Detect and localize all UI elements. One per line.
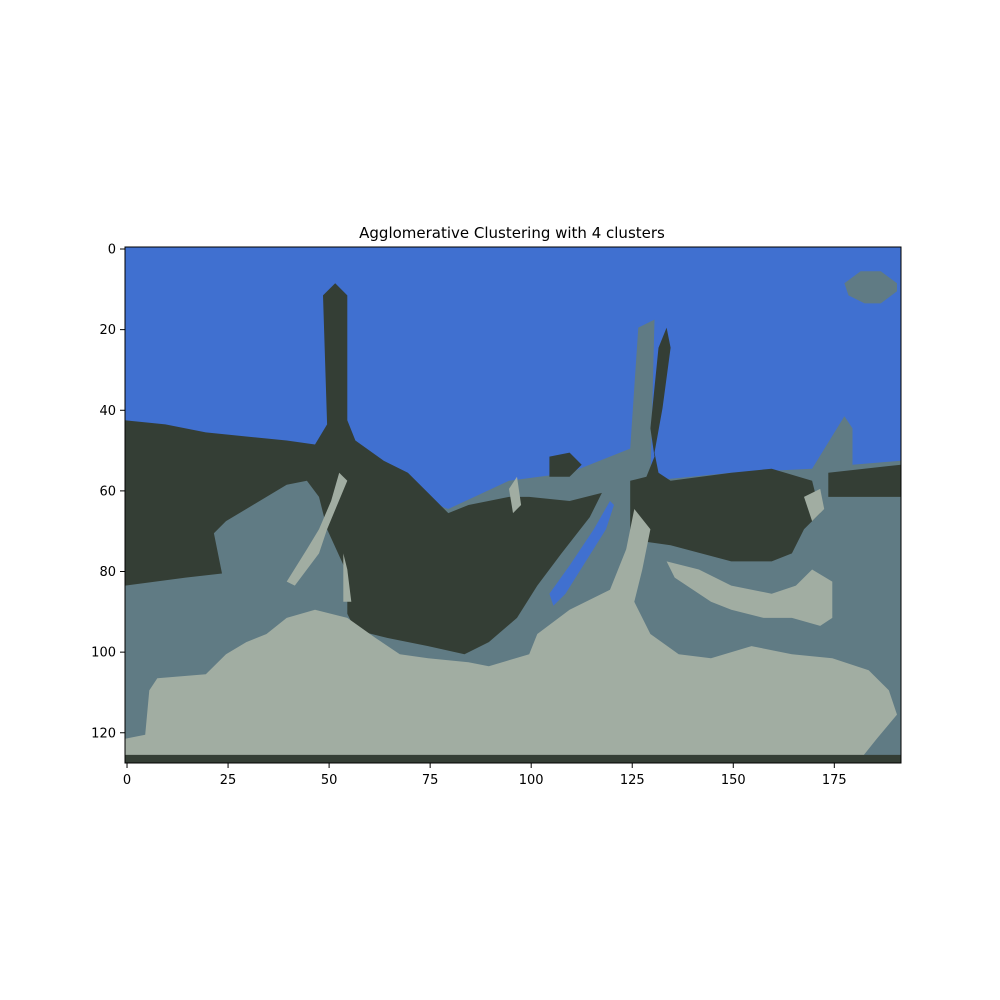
cluster-1-region [125,283,602,655]
y-tick-label: 100 [91,646,116,661]
y-tick-label: 0 [108,243,116,258]
y-axis: 0 20 40 60 80 100 120 [91,243,125,741]
x-tick-label: 75 [422,773,439,788]
y-tick-label: 60 [99,484,116,499]
cluster-3-region [666,561,833,626]
y-tick-label: 40 [99,404,116,419]
x-tick-label: 125 [620,773,645,788]
y-tick-label: 80 [99,565,116,580]
cluster-3-region [509,476,522,514]
cluster-1-region [630,327,821,562]
cluster-3-region [125,509,897,763]
cluster-2-region [844,271,897,304]
chart-title: Agglomerative Clustering with 4 clusters [359,224,665,242]
x-axis: 0 25 50 75 100 125 150 175 [123,763,847,788]
x-tick-label: 150 [721,773,746,788]
x-tick-label: 0 [123,773,131,788]
x-tick-label: 175 [822,773,847,788]
cluster-map [125,247,901,763]
cluster-3-region [286,472,348,586]
plot-frame [124,246,902,764]
cluster-1-region [125,754,901,763]
x-tick-label: 50 [321,773,338,788]
cluster-3-region [343,553,352,602]
x-tick-label: 25 [220,773,237,788]
cluster-1-region [549,452,582,477]
cluster-1-region [828,464,901,497]
y-tick-label: 20 [99,323,116,338]
cluster-3-region [804,488,825,522]
y-tick-label: 120 [91,726,116,741]
cluster-0-region [549,501,614,606]
x-tick-label: 100 [519,773,544,788]
